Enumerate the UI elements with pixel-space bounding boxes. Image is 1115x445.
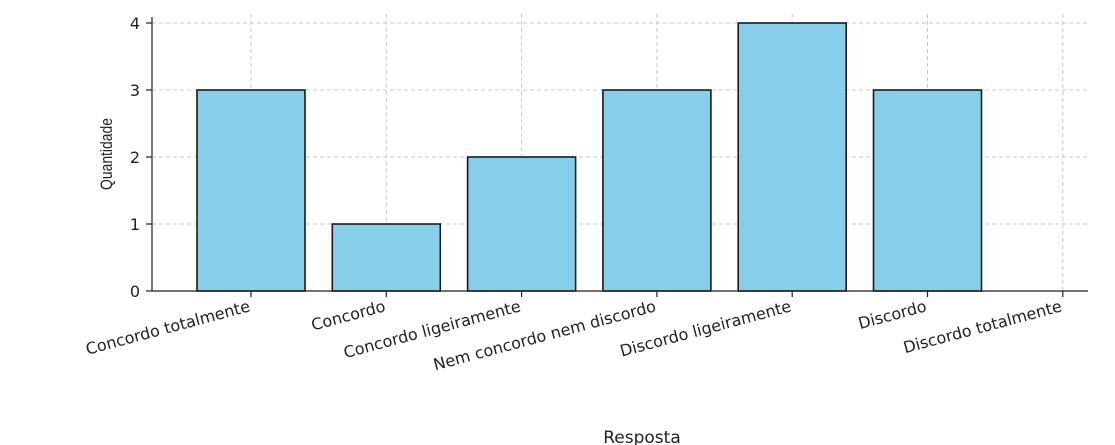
bar — [737, 22, 848, 292]
y-tick-label: 3 — [130, 81, 140, 100]
y-tick-label: 1 — [130, 215, 140, 234]
y-tick-label: 2 — [130, 148, 140, 167]
y-axis-title: Quantidade — [98, 118, 117, 190]
x-axis-title: Resposta — [603, 428, 681, 445]
axes — [151, 17, 1088, 292]
x-tick-label: Nem concordo nem discordo — [431, 297, 658, 375]
bar — [466, 156, 577, 292]
bar — [602, 89, 712, 292]
y-tick-label: 0 — [130, 282, 140, 301]
x-tick-label: Discordo — [856, 297, 928, 333]
x-tick-label: Concordo — [309, 297, 387, 335]
bar — [331, 223, 442, 292]
y-tick-label: 4 — [130, 14, 140, 33]
bars — [196, 22, 983, 292]
bar — [872, 89, 983, 292]
bar — [196, 89, 306, 292]
y-ticks: 0 1 2 3 4 — [130, 14, 152, 301]
x-tick-label: Concordo totalmente — [84, 297, 252, 359]
